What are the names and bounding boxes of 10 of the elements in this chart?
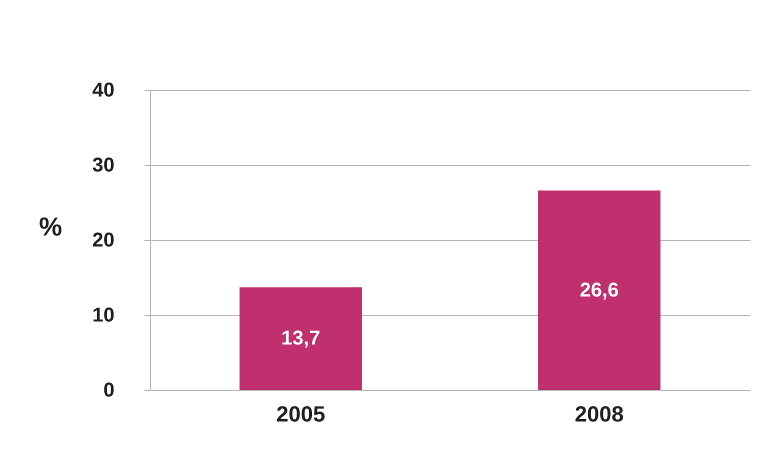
y-tick-label: 40 [92,80,114,102]
data-label: 13,7 [281,328,320,350]
y-tick-label: 0 [103,380,114,402]
y-axis-title: % [38,212,62,242]
x-tick-label: 2005 [276,402,326,426]
y-tick-label: 30 [92,154,114,176]
y-tick-label: 20 [92,230,114,252]
y-tick-label: 10 [92,304,114,326]
data-label: 26,6 [580,279,619,302]
x-tick-label: 2008 [574,402,624,426]
